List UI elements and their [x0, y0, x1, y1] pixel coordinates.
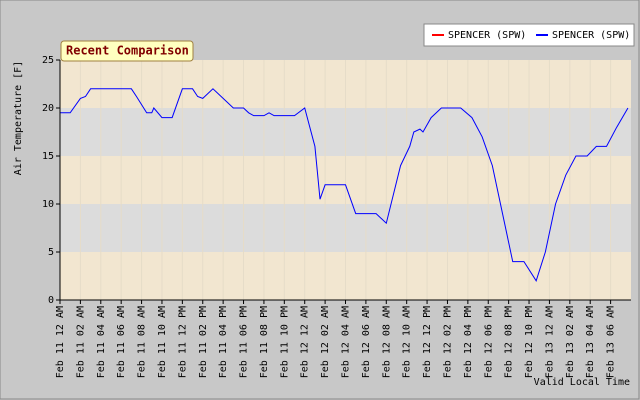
x-tick-label: Feb 11 06 AM — [116, 306, 127, 378]
x-tick-label: Feb 13 12 AM — [544, 306, 555, 378]
legend-label: SPENCER (SPW) — [448, 30, 526, 41]
x-tick-label: Feb 11 12 PM — [177, 306, 188, 378]
x-tick-label: Feb 11 08 AM — [137, 306, 148, 378]
x-tick-label: Feb 12 10 AM — [402, 306, 413, 378]
x-tick-label: Feb 11 06 PM — [239, 306, 250, 378]
y-axis-label: Air Temperature [F] — [13, 61, 24, 175]
x-axis-label: Valid Local Time — [534, 377, 630, 388]
chart-title: Recent Comparison — [66, 44, 189, 58]
line — [60, 88, 629, 282]
x-tick-label: Feb 12 10 PM — [524, 306, 535, 378]
x-tick-label: Feb 11 02 PM — [198, 306, 209, 378]
y-tick-label: 25 — [42, 55, 54, 66]
y-tick-label: 5 — [48, 247, 54, 258]
x-tick-label: Feb 11 02 AM — [75, 306, 86, 378]
x-tick-label: Feb 12 02 AM — [320, 306, 331, 378]
legend — [423, 23, 635, 47]
x-tick-label: Feb 11 12 AM — [55, 306, 66, 378]
y-tick-label: 0 — [48, 295, 54, 306]
x-tick-label: Feb 13 02 AM — [565, 306, 576, 378]
x-tick-label: Feb 13 04 AM — [585, 306, 596, 378]
legend-label: SPENCER (SPW) — [552, 30, 630, 41]
y-tick-label: 20 — [42, 103, 54, 114]
y-tick-label: 15 — [42, 151, 54, 162]
y-tick-label: 10 — [42, 199, 54, 210]
x-tick-label: Feb 12 08 PM — [504, 306, 515, 378]
x-tick-label: Feb 13 06 AM — [606, 306, 617, 378]
x-tick-label: Feb 12 04 PM — [463, 306, 474, 378]
x-tick-label: Feb 12 12 AM — [300, 306, 311, 378]
x-tick-label: Feb 11 10 PM — [279, 306, 290, 378]
x-tick-label: Feb 12 04 AM — [341, 306, 352, 378]
x-tick-label: Feb 12 12 PM — [422, 306, 433, 378]
x-tick-label: Feb 11 04 AM — [96, 306, 107, 378]
x-tick-label: Feb 11 08 PM — [259, 306, 270, 378]
title-box — [60, 40, 194, 62]
x-tick-label: Feb 12 06 AM — [361, 306, 372, 378]
x-tick-label: Feb 11 04 PM — [218, 306, 229, 378]
x-tick-label: Feb 12 02 PM — [442, 306, 453, 378]
x-tick-label: Feb 11 10 AM — [157, 306, 168, 378]
x-tick-label: Feb 12 06 PM — [483, 306, 494, 378]
x-tick-label: Feb 12 08 AM — [381, 306, 392, 378]
